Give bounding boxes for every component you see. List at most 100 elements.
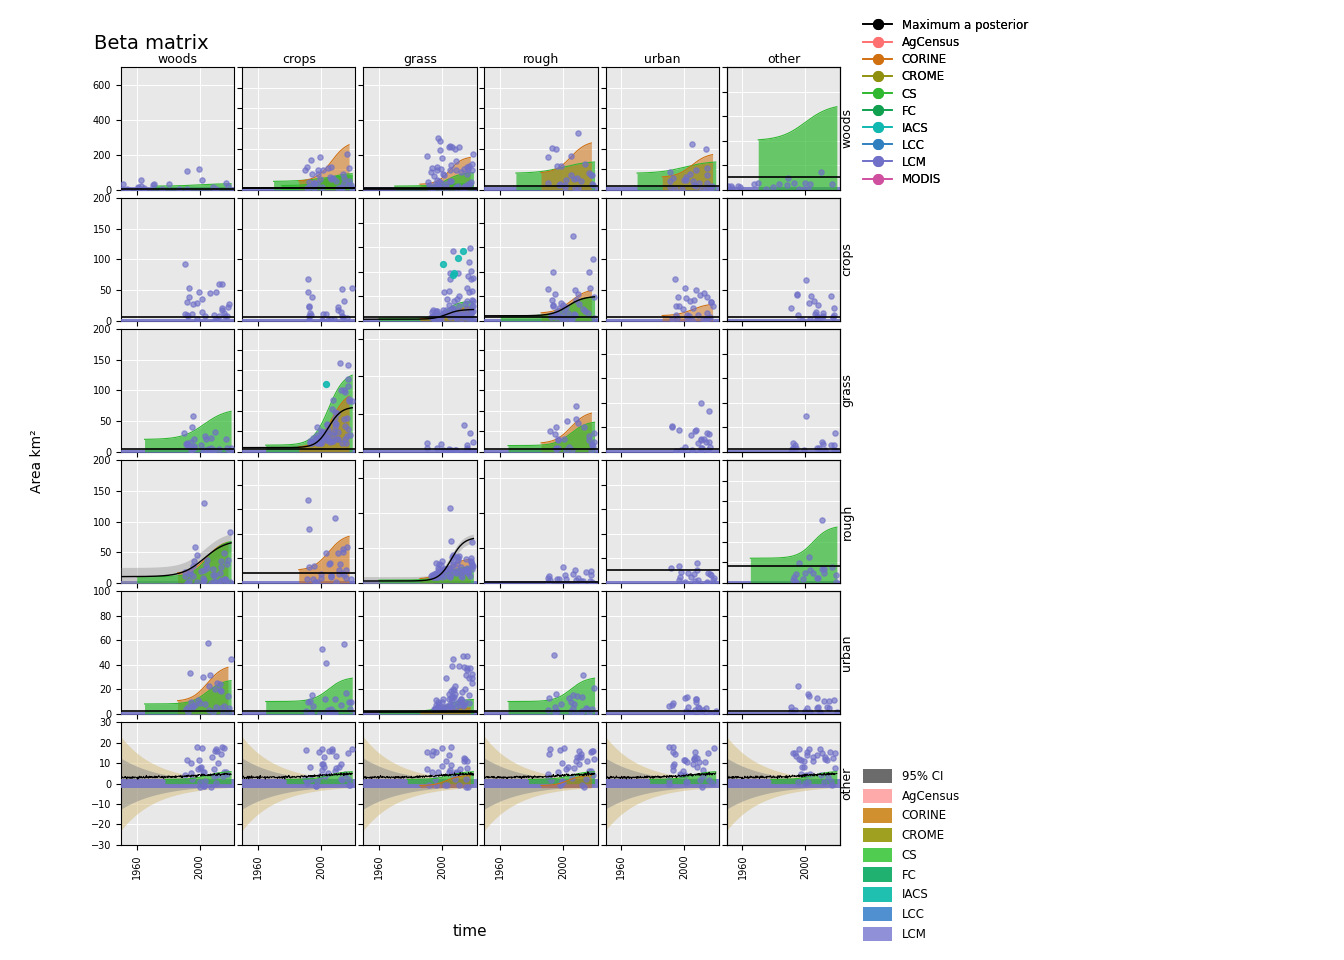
Point: [445, 309, 466, 324]
Point: [809, 706, 831, 721]
Point: [570, 574, 591, 589]
Point: [296, 742, 317, 757]
Point: [680, 706, 702, 721]
Point: [452, 180, 473, 196]
Point: [546, 441, 567, 456]
Point: [453, 699, 474, 714]
Point: [456, 551, 477, 566]
Point: [462, 435, 484, 450]
Point: [426, 700, 448, 715]
Point: [794, 767, 816, 782]
Point: [547, 765, 569, 780]
Point: [434, 701, 456, 716]
Point: [202, 749, 223, 764]
Point: [801, 288, 823, 303]
Point: [439, 762, 461, 778]
Point: [333, 636, 355, 652]
Point: [421, 160, 442, 176]
Point: [313, 275, 335, 290]
Point: [433, 701, 454, 716]
Point: [310, 435, 332, 450]
Point: [695, 755, 716, 770]
Point: [539, 572, 560, 588]
Point: [689, 444, 711, 459]
Point: [550, 742, 571, 757]
Point: [571, 778, 593, 793]
Point: [336, 540, 358, 555]
Point: [435, 176, 457, 191]
Point: [442, 300, 464, 315]
Point: [696, 425, 718, 441]
Point: [544, 141, 566, 156]
Point: [698, 426, 719, 442]
Point: [548, 178, 570, 193]
Point: [809, 443, 831, 458]
Point: [453, 181, 474, 197]
Point: [306, 419, 328, 434]
Point: [676, 307, 698, 323]
Point: [210, 573, 231, 588]
Point: [337, 391, 359, 406]
Point: [333, 171, 355, 186]
Point: [812, 745, 833, 760]
Point: [813, 693, 835, 708]
Point: [677, 775, 699, 790]
Point: [419, 777, 441, 792]
Point: [824, 745, 845, 760]
Point: [456, 771, 477, 786]
Point: [220, 441, 242, 456]
Point: [333, 293, 355, 308]
Point: [433, 256, 454, 272]
Point: [157, 177, 179, 192]
Point: [419, 180, 441, 196]
Point: [794, 775, 816, 790]
Point: [552, 297, 574, 312]
Point: [316, 545, 337, 561]
Point: [430, 564, 452, 580]
Point: [698, 311, 719, 326]
Point: [204, 681, 226, 696]
Point: [422, 180, 444, 196]
Point: [422, 569, 444, 585]
Point: [675, 439, 696, 454]
Point: [441, 684, 462, 699]
Point: [300, 435, 321, 450]
Point: [814, 751, 836, 766]
Point: [571, 689, 593, 705]
Point: [214, 764, 235, 780]
Point: [816, 753, 837, 768]
Y-axis label: woods: woods: [840, 108, 853, 149]
Point: [335, 432, 356, 447]
Point: [460, 302, 481, 318]
Point: [431, 569, 453, 585]
Point: [688, 573, 710, 588]
Point: [206, 767, 227, 782]
Point: [808, 313, 829, 328]
Point: [181, 701, 203, 716]
Point: [566, 750, 587, 765]
Point: [437, 291, 458, 306]
Point: [669, 767, 691, 782]
Point: [460, 551, 481, 566]
Point: [681, 756, 703, 772]
Point: [792, 572, 813, 588]
Point: [429, 311, 450, 326]
Point: [810, 165, 832, 180]
Point: [306, 436, 328, 451]
Point: [675, 280, 696, 296]
Point: [685, 691, 707, 707]
Point: [211, 560, 233, 575]
Point: [445, 180, 466, 195]
Point: [671, 443, 692, 458]
Point: [794, 565, 816, 581]
Point: [696, 305, 718, 321]
Point: [332, 773, 353, 788]
Point: [314, 376, 336, 392]
Point: [566, 398, 587, 414]
Point: [427, 131, 449, 146]
Point: [675, 574, 696, 589]
Point: [441, 659, 462, 674]
Point: [327, 424, 348, 440]
Point: [796, 701, 817, 716]
Point: [567, 570, 589, 586]
